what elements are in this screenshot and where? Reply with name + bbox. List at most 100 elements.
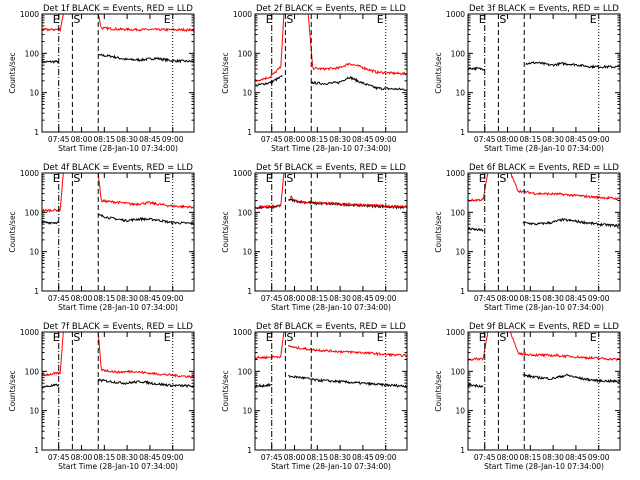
x-tick-label: 07:45 [261, 294, 283, 303]
marker-label-s: S [73, 331, 80, 344]
marker-label-s: S [499, 331, 506, 344]
x-tick-label: 08:45 [139, 135, 161, 144]
x-tick-label: 08:15 [94, 135, 116, 144]
y-tick-label: 1000 [233, 169, 252, 178]
y-tick-label: 1 [34, 128, 39, 137]
x-tick-label: 08:00 [71, 135, 93, 144]
y-tick-label: 100 [238, 208, 253, 217]
plot-frame [41, 172, 195, 292]
y-tick-label: 1000 [233, 328, 252, 337]
events-series-line [41, 383, 60, 389]
x-axis-label: Start Time (28-Jan-10 07:34:00) [271, 144, 391, 153]
x-tick-label: 08:15 [520, 294, 542, 303]
y-tick-label: 10 [455, 407, 465, 416]
lld-series-line [289, 195, 408, 209]
y-tick-label: 1 [34, 287, 39, 296]
x-tick-label: 08:30 [329, 453, 351, 462]
x-tick-label: 07:45 [48, 135, 70, 144]
marker-label-e: E [266, 331, 273, 344]
marker-label-e: E [479, 13, 486, 26]
y-tick-label: 100 [25, 49, 40, 58]
x-axis-label: Start Time (28-Jan-10 07:34:00) [271, 303, 391, 312]
y-tick-label: 1 [247, 287, 252, 296]
y-tick-label: 1000 [446, 169, 465, 178]
marker-label-e: E [266, 13, 273, 26]
x-tick-label: 08:45 [352, 294, 374, 303]
marker-label-s: S [286, 13, 293, 26]
marker-label-s: S [286, 331, 293, 344]
y-tick-label: 1000 [446, 328, 465, 337]
events-series-line [254, 74, 283, 87]
x-tick-label: 08:15 [520, 453, 542, 462]
events-series-line [525, 61, 621, 70]
y-axis-label: Counts/sec [8, 211, 17, 252]
plot-frame [41, 331, 195, 451]
lld-series-line [72, 331, 195, 379]
lld-series-line [287, 344, 408, 358]
panel-title: Det 9f BLACK = Events, RED = LLD [469, 322, 619, 332]
y-tick-label: 1 [460, 128, 465, 137]
y-tick-label: 100 [238, 49, 253, 58]
x-tick-label: 07:45 [48, 453, 70, 462]
y-tick-label: 1 [247, 446, 252, 455]
events-series-line [97, 53, 195, 64]
x-tick-label: 09:00 [162, 135, 184, 144]
x-axis-label: Start Time (28-Jan-10 07:34:00) [58, 303, 178, 312]
panel-title: Det 7f BLACK = Events, RED = LLD [43, 322, 193, 332]
x-tick-label: 08:15 [307, 135, 329, 144]
x-tick-label: 08:30 [116, 135, 138, 144]
marker-label-e: E [479, 172, 486, 185]
y-axis-label: Counts/sec [434, 211, 443, 252]
x-tick-label: 07:45 [474, 453, 496, 462]
events-series-line [41, 220, 59, 225]
y-tick-label: 100 [238, 367, 253, 376]
y-tick-label: 10 [29, 89, 39, 98]
plot-frame [254, 172, 408, 292]
marker-label-e: E [164, 172, 171, 185]
x-tick-label: 08:15 [307, 453, 329, 462]
marker-label-e: E [53, 13, 60, 26]
panel-title: Det 3f BLACK = Events, RED = LLD [469, 4, 619, 14]
events-series-line [522, 217, 621, 228]
y-tick-label: 10 [242, 248, 252, 257]
events-series-line [522, 373, 621, 384]
lld-series-line [510, 172, 621, 201]
y-axis-label: Counts/sec [221, 52, 230, 93]
plot-frame [467, 13, 621, 133]
panel-title: Det 6f BLACK = Events, RED = LLD [469, 163, 619, 173]
events-series-line [98, 213, 195, 226]
y-tick-label: 1 [34, 446, 39, 455]
marker-label-e: E [590, 13, 597, 26]
y-axis-label: Counts/sec [221, 211, 230, 252]
x-tick-label: 08:45 [565, 135, 587, 144]
marker-label-s: S [499, 172, 506, 185]
lld-series-line [72, 172, 195, 210]
x-tick-label: 08:30 [116, 294, 138, 303]
plot-frame [41, 13, 195, 133]
x-tick-label: 09:00 [588, 294, 610, 303]
y-tick-label: 100 [25, 367, 40, 376]
events-series-line [41, 59, 59, 64]
panel-title: Det 4f BLACK = Events, RED = LLD [43, 163, 193, 173]
y-tick-label: 10 [29, 407, 39, 416]
x-tick-label: 08:00 [71, 294, 93, 303]
x-tick-label: 08:45 [352, 135, 374, 144]
y-tick-label: 1 [460, 287, 465, 296]
lld-series-line [288, 13, 407, 76]
x-tick-label: 08:30 [116, 453, 138, 462]
x-tick-label: 08:45 [352, 453, 374, 462]
events-series-line [467, 66, 486, 72]
x-tick-label: 08:00 [284, 453, 306, 462]
x-tick-label: 07:45 [261, 453, 283, 462]
x-tick-label: 08:00 [71, 453, 93, 462]
x-tick-label: 07:45 [48, 294, 70, 303]
y-tick-label: 10 [242, 89, 252, 98]
x-tick-label: 09:00 [375, 453, 397, 462]
x-axis-label: Start Time (28-Jan-10 07:34:00) [271, 462, 391, 471]
